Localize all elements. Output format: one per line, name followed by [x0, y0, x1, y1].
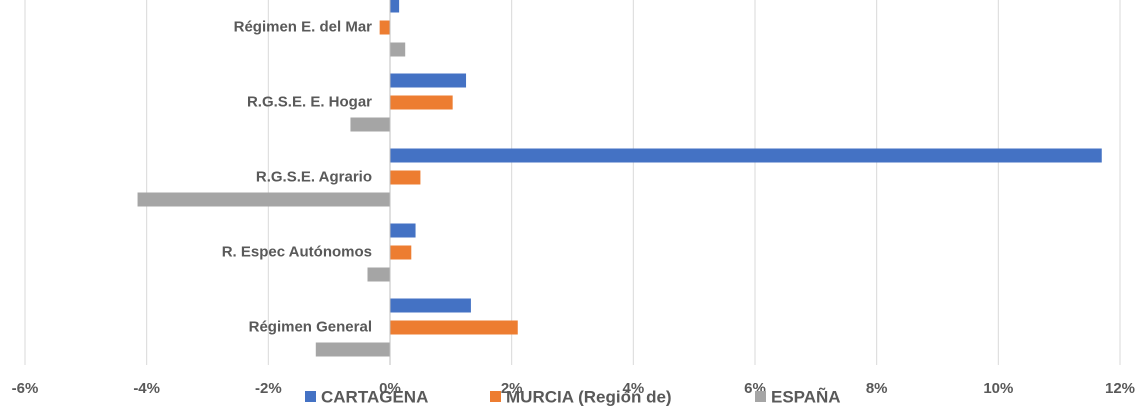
legend-label: MURCIA (Región de): [506, 387, 672, 406]
x-tick-label: 12%: [1105, 380, 1135, 397]
bar: [390, 298, 471, 313]
x-tick-label: -4%: [133, 380, 160, 397]
x-tick-label: -6%: [12, 380, 39, 397]
bar: [367, 267, 390, 282]
x-tick-label: 4%: [622, 380, 644, 397]
x-tick-label: 10%: [983, 380, 1013, 397]
bar: [379, 20, 390, 35]
y-tick-label: R. Espec Autónomos: [222, 243, 372, 260]
bar: [390, 245, 412, 260]
legend-swatch: [305, 391, 316, 402]
bar: [390, 0, 400, 13]
bar: [315, 342, 390, 357]
bar: [390, 320, 518, 335]
legend-label: ESPAÑA: [771, 386, 841, 406]
x-tick-label: 0%: [379, 380, 401, 397]
bar: [390, 223, 416, 238]
y-tick-label: R.G.S.E. Agrario: [256, 168, 372, 185]
legend-label: CARTAGENA: [321, 387, 428, 406]
bar: [350, 117, 390, 132]
x-tick-label: 8%: [866, 380, 888, 397]
bar: [390, 73, 467, 88]
y-tick-label: Régimen General: [249, 318, 372, 335]
x-tick-label: -2%: [255, 380, 282, 397]
bar: [137, 192, 390, 207]
y-tick-label: Régimen E. del Mar: [234, 18, 373, 35]
bar: [390, 170, 421, 185]
legend-swatch: [755, 391, 766, 402]
legend-swatch: [490, 391, 501, 402]
x-tick-label: 2%: [501, 380, 523, 397]
bar: [390, 42, 406, 57]
bar: [390, 148, 1102, 163]
y-tick-label: R.G.S.E. E. Hogar: [247, 93, 372, 110]
bar: [390, 95, 453, 110]
